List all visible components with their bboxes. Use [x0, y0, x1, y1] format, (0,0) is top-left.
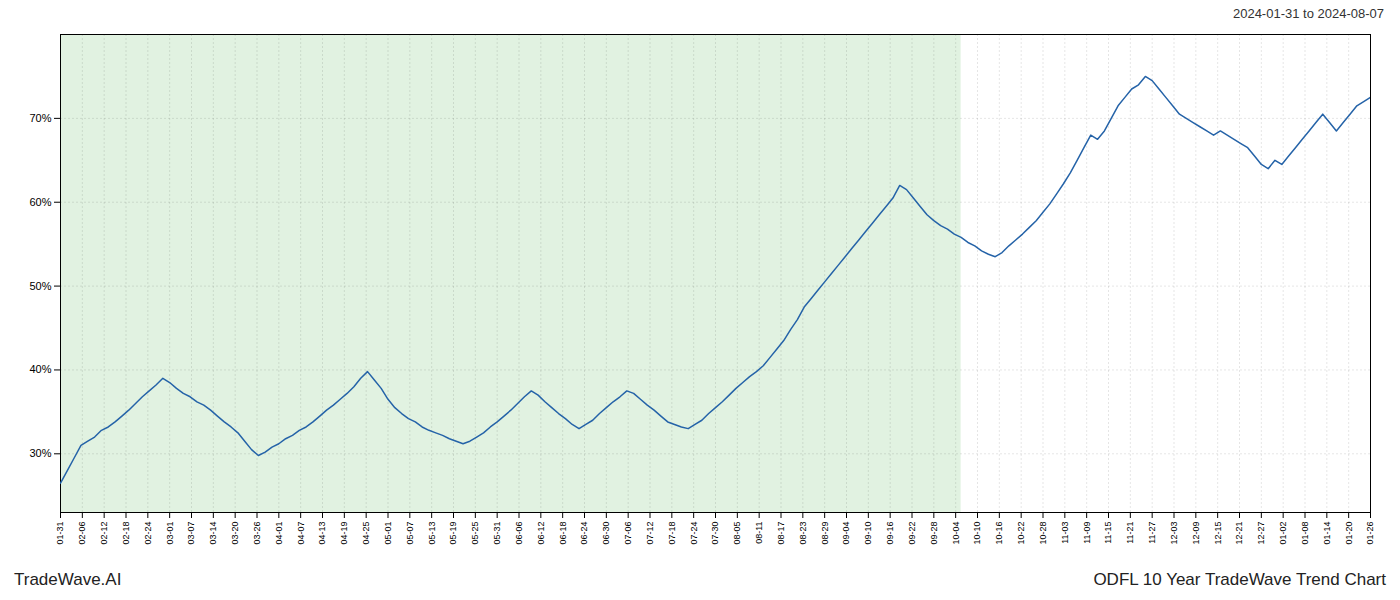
svg-text:10-10: 10-10	[972, 522, 982, 545]
svg-text:09-28: 09-28	[929, 522, 939, 545]
svg-text:60%: 60%	[29, 196, 51, 208]
svg-text:04-01: 04-01	[274, 522, 284, 545]
svg-text:10-22: 10-22	[1016, 522, 1026, 545]
svg-text:10-16: 10-16	[994, 522, 1004, 545]
svg-text:08-11: 08-11	[754, 522, 764, 544]
svg-text:06-24: 06-24	[579, 522, 589, 545]
svg-text:04-19: 04-19	[339, 522, 349, 545]
svg-text:03-26: 03-26	[252, 522, 262, 545]
svg-text:02-06: 02-06	[77, 522, 87, 545]
svg-text:12-21: 12-21	[1234, 522, 1244, 545]
svg-text:03-01: 03-01	[165, 522, 175, 545]
svg-text:09-10: 09-10	[863, 522, 873, 545]
svg-text:04-25: 04-25	[361, 522, 371, 545]
svg-text:11-09: 11-09	[1082, 522, 1092, 544]
svg-text:02-24: 02-24	[143, 522, 153, 545]
svg-text:04-07: 04-07	[296, 522, 306, 545]
svg-text:06-12: 06-12	[536, 522, 546, 545]
svg-text:05-01: 05-01	[383, 522, 393, 545]
svg-text:09-16: 09-16	[885, 522, 895, 545]
svg-text:07-12: 07-12	[645, 522, 655, 545]
svg-text:70%: 70%	[29, 112, 51, 124]
svg-text:01-20: 01-20	[1344, 522, 1354, 545]
svg-text:08-29: 08-29	[820, 522, 830, 545]
html-text:ODFL 10 Year TradeWave Trend C: ODFL 10 Year TradeWave Trend Chart	[1093, 570, 1386, 589]
svg-text:11-15: 11-15	[1103, 522, 1113, 544]
svg-text:01-26: 01-26	[1365, 522, 1375, 545]
svg-text:05-07: 05-07	[405, 522, 415, 545]
svg-text:01-02: 01-02	[1278, 522, 1288, 545]
svg-text:05-13: 05-13	[427, 522, 437, 545]
svg-text:08-23: 08-23	[798, 522, 808, 545]
svg-text:11-27: 11-27	[1147, 522, 1157, 544]
svg-text:05-19: 05-19	[448, 522, 458, 545]
svg-text:10-04: 10-04	[951, 522, 961, 545]
svg-text:40%: 40%	[29, 363, 51, 375]
svg-text:03-14: 03-14	[208, 522, 218, 545]
svg-text:09-22: 09-22	[907, 522, 917, 545]
svg-text:08-05: 08-05	[732, 522, 742, 545]
svg-text:03-20: 03-20	[230, 522, 240, 545]
svg-text:10-28: 10-28	[1038, 522, 1048, 545]
svg-text:11-21: 11-21	[1125, 522, 1135, 544]
svg-text:30%: 30%	[29, 447, 51, 459]
svg-text:01-31: 01-31	[55, 522, 65, 545]
svg-text:12-09: 12-09	[1191, 522, 1201, 545]
svg-text:02-18: 02-18	[121, 522, 131, 545]
svg-text:12-03: 12-03	[1169, 522, 1179, 545]
svg-text:02-12: 02-12	[99, 522, 109, 545]
svg-text:06-06: 06-06	[514, 522, 524, 545]
svg-text:07-18: 07-18	[667, 522, 677, 545]
svg-text:11-03: 11-03	[1060, 522, 1070, 544]
svg-text:06-30: 06-30	[601, 522, 611, 545]
svg-text:12-27: 12-27	[1256, 522, 1266, 545]
svg-text:05-25: 05-25	[470, 522, 480, 545]
svg-text:01-14: 01-14	[1322, 522, 1332, 545]
svg-text:07-30: 07-30	[710, 522, 720, 545]
svg-text:07-06: 07-06	[623, 522, 633, 545]
html-text:TradeWave.AI: TradeWave.AI	[14, 570, 122, 589]
svg-text:03-07: 03-07	[186, 522, 196, 545]
svg-text:01-08: 01-08	[1300, 522, 1310, 545]
svg-text:50%: 50%	[29, 280, 51, 292]
svg-text:08-17: 08-17	[776, 522, 786, 545]
html-text:2024-01-31 to 2024-08-07: 2024-01-31 to 2024-08-07	[1232, 6, 1384, 21]
svg-text:12-15: 12-15	[1213, 522, 1223, 545]
svg-text:04-13: 04-13	[317, 522, 327, 545]
svg-text:09-04: 09-04	[841, 522, 851, 545]
svg-text:07-24: 07-24	[689, 522, 699, 545]
svg-text:05-31: 05-31	[492, 522, 502, 545]
svg-text:06-18: 06-18	[558, 522, 568, 545]
